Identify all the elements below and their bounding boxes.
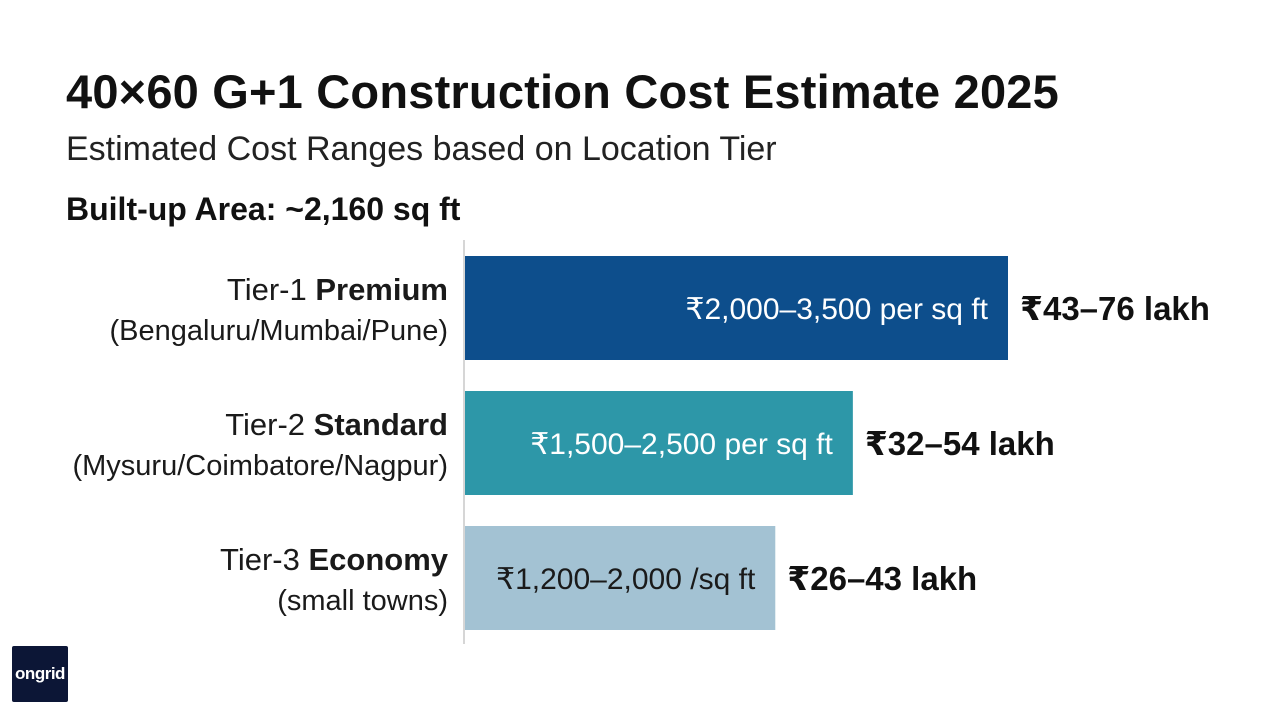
- bar-tier-2: [465, 391, 853, 495]
- category-sublabel-tier-3: (small towns): [277, 585, 448, 617]
- chart-title: 40×60 G+1 Construction Cost Estimate 202…: [66, 65, 1059, 118]
- chart-subtitle: Estimated Cost Ranges based on Location …: [66, 130, 777, 168]
- category-sublabel-tier-2: (Mysuru/Coimbatore/Nagpur): [72, 450, 448, 482]
- total-cost-label-tier-1: ₹43–76 lakh: [1020, 290, 1210, 327]
- bar-value-label-tier-1: ₹2,000–3,500 per sq ft: [685, 293, 988, 326]
- bar-value-label-tier-2: ₹1,500–2,500 per sq ft: [530, 428, 833, 461]
- category-label-tier-1: Tier-1 Premium: [227, 272, 448, 307]
- bar-value-label-tier-3: ₹1,200–2,000 /sq ft: [496, 563, 756, 596]
- total-cost-label-tier-3: ₹26–43 lakh: [787, 560, 977, 597]
- category-label-tier-2: Tier-2 Standard: [225, 407, 448, 442]
- category-label-tier-3: Tier-3 Economy: [220, 542, 449, 577]
- bar-tier-3: [465, 526, 776, 630]
- built-up-area-note: Built-up Area: ~2,160 sq ft: [66, 191, 461, 227]
- bar-tier-1: [465, 256, 1008, 360]
- total-cost-label-tier-2: ₹32–54 lakh: [865, 425, 1055, 462]
- brand-logo: ongrid: [12, 646, 68, 702]
- category-sublabel-tier-1: (Bengaluru/Mumbai/Pune): [109, 315, 448, 347]
